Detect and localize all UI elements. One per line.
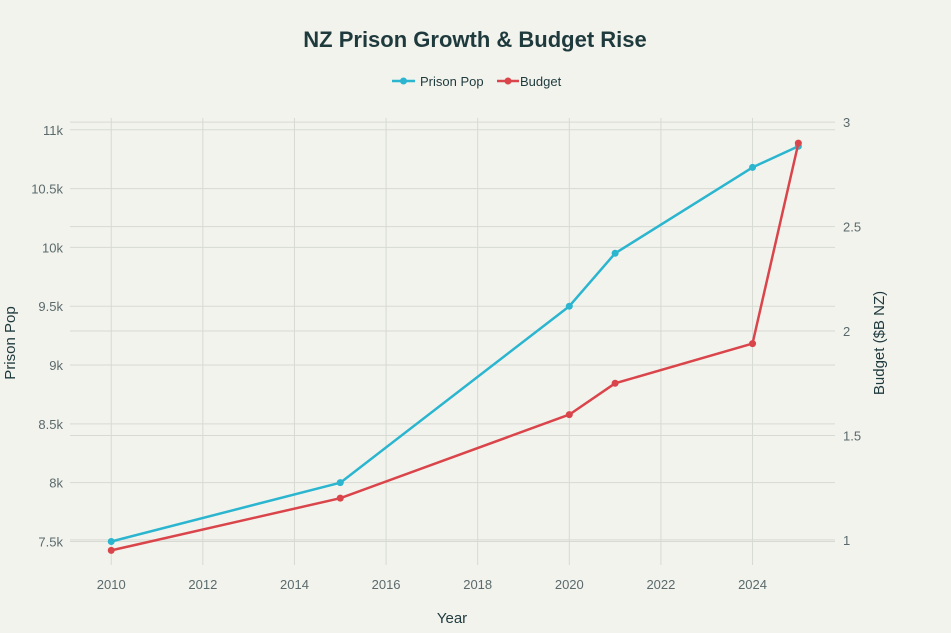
x-axis-label: Year [437,610,467,627]
data-point-budget[interactable] [107,546,115,554]
legend-item-prison-pop[interactable]: Prison Pop [392,74,484,89]
data-point-prison-pop[interactable] [611,249,619,257]
legend-marker-budget [504,77,512,85]
y2-tick-label: 1 [843,533,850,548]
chart-title: NZ Prison Growth & Budget Rise [303,27,646,52]
data-point-budget[interactable] [749,340,757,348]
data-point-prison-pop[interactable] [107,537,115,545]
legend-label-budget: Budget [520,74,562,89]
legend[interactable]: Prison Pop Budget [392,74,562,89]
y-tick-label: 9k [49,358,63,373]
grid [70,118,835,565]
y-tick-label: 8k [49,476,63,491]
y2-axis-label: Budget ($B NZ) [871,291,888,395]
legend-label-prison-pop: Prison Pop [420,74,484,89]
y-tick-label: 8.5k [38,417,63,432]
y-tick-label: 10k [42,240,63,255]
tick-labels: 2010 2012 2014 2016 2018 2020 2022 2024 7.5k 8k 8.… [31,115,861,592]
y2-tick-label: 1.5 [843,428,861,443]
x-tick-label: 2016 [372,577,401,592]
y2-tick-label: 3 [843,115,850,130]
x-tick-label: 2022 [646,577,675,592]
data-point-budget[interactable] [565,411,573,419]
plot-area[interactable] [107,139,802,554]
x-tick-label: 2014 [280,577,309,592]
data-point-prison-pop[interactable] [749,163,757,171]
legend-item-budget[interactable]: Budget [497,74,562,89]
y-tick-label: 11k [43,123,63,138]
data-point-budget[interactable] [794,139,802,147]
y-tick-label: 7.5k [38,534,63,549]
legend-marker-prison-pop [400,77,407,85]
data-point-prison-pop[interactable] [336,479,344,487]
y-tick-label: 10.5k [31,182,63,197]
series-line-budget[interactable] [109,141,800,552]
y-axis-label: Prison Pop [2,306,19,379]
x-tick-label: 2024 [738,577,767,592]
y2-tick-label: 2.5 [843,220,861,235]
data-point-budget[interactable] [611,379,619,387]
x-tick-label: 2020 [555,577,584,592]
x-tick-label: 2012 [188,577,217,592]
x-tick-label: 2018 [463,577,492,592]
y-tick-label: 9.5k [38,299,63,314]
data-point-budget[interactable] [336,494,344,502]
x-tick-label: 2010 [97,577,126,592]
series-line-prison-pop[interactable] [109,144,800,543]
data-point-prison-pop[interactable] [565,302,573,310]
y2-tick-label: 2 [843,324,850,339]
